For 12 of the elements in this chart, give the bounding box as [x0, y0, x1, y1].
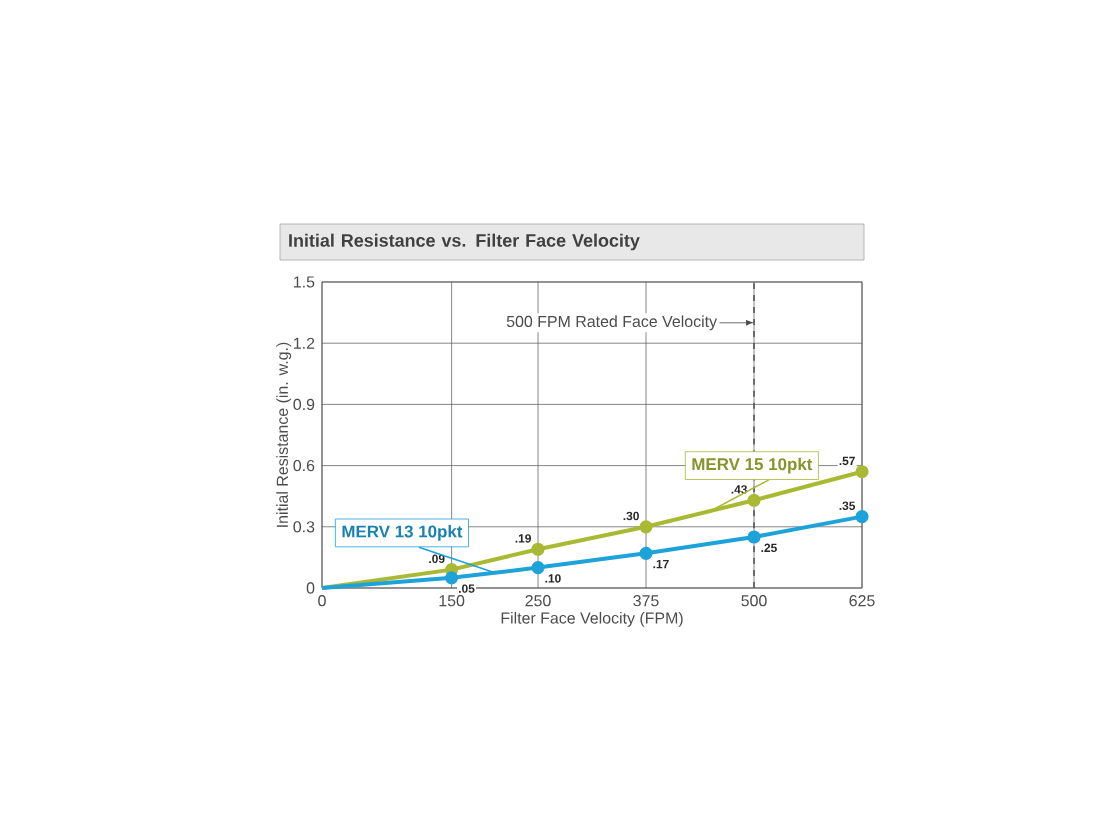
point: [747, 493, 761, 507]
point: [445, 571, 459, 585]
point: [639, 520, 653, 534]
point: [531, 542, 545, 556]
text: MERV 13 10pkt: [342, 525, 463, 541]
point: [531, 561, 545, 575]
chart-title: Initial Resistance vs. Filter Face Velocity: [289, 233, 640, 251]
point: [855, 510, 869, 524]
series-label: MERV 15 10pkt: [692, 457, 813, 474]
point: [747, 530, 761, 544]
point: [639, 546, 653, 560]
point: [855, 465, 869, 479]
